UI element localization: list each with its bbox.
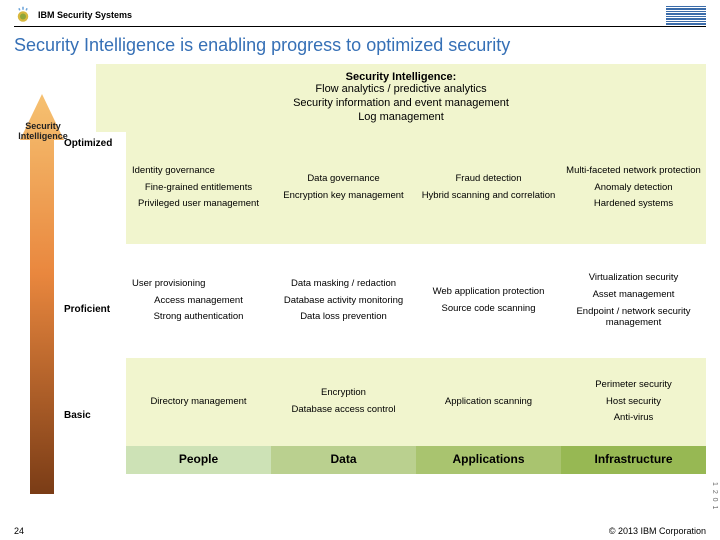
capability-item: Database activity monitoring <box>284 296 403 307</box>
capability-item: Virtualization security <box>589 273 679 284</box>
slide-footer: 24 © 2013 IBM Corporation <box>14 526 706 536</box>
column-header-data: Data <box>271 446 416 474</box>
banner-line: Log management <box>358 111 444 125</box>
capability-item: Hardened systems <box>594 199 673 210</box>
capability-item: Hybrid scanning and correlation <box>422 191 556 202</box>
capability-item: User provisioning <box>132 279 205 290</box>
banner-line: Flow analytics / predictive analytics <box>315 83 486 97</box>
capability-item: Anomaly detection <box>594 183 672 194</box>
main-content: Security Intelligence Security Intellige… <box>14 64 706 508</box>
maturity-label-proficient: Proficient <box>64 304 124 315</box>
capability-item: Encryption key management <box>283 191 403 202</box>
header-left: IBM Security Systems <box>14 6 132 24</box>
capability-item: Encryption <box>321 388 366 399</box>
cell-optimized-infrastructure: Multi-faceted network protection Anomaly… <box>561 132 706 244</box>
cell-basic-people: Directory management <box>126 358 271 446</box>
capability-item: Fine-grained entitlements <box>145 183 252 194</box>
capability-item: Data loss prevention <box>300 312 387 323</box>
cell-proficient-people: User provisioning Access management Stro… <box>126 244 271 358</box>
capability-item: Asset management <box>593 290 675 301</box>
capability-item: Data governance <box>307 174 379 185</box>
cell-proficient-data: Data masking / redaction Database activi… <box>271 244 416 358</box>
capability-item: Anti-virus <box>614 413 654 424</box>
column-header-applications: Applications <box>416 446 561 474</box>
maturity-label-basic: Basic <box>64 410 124 421</box>
page-number: 24 <box>14 526 24 536</box>
header-section-label: IBM Security Systems <box>38 10 132 20</box>
capability-item: Application scanning <box>445 397 532 408</box>
banner-line: Security information and event managemen… <box>293 97 509 111</box>
capability-item: Data masking / redaction <box>291 279 396 290</box>
cell-basic-applications: Application scanning <box>416 358 561 446</box>
capability-item: Host security <box>606 397 661 408</box>
security-emblem-icon <box>14 6 32 24</box>
cell-proficient-infrastructure: Virtualization security Asset management… <box>561 244 706 358</box>
slide-title: Security Intelligence is enabling progre… <box>0 31 720 64</box>
capability-item: Identity governance <box>132 166 215 177</box>
capability-item: Access management <box>154 296 243 307</box>
capability-item: Perimeter security <box>595 380 672 391</box>
capability-item: Web application protection <box>433 287 545 298</box>
capability-item: Privileged user management <box>138 199 259 210</box>
column-header-infrastructure: Infrastructure <box>561 446 706 474</box>
cell-basic-infrastructure: Perimeter security Host security Anti-vi… <box>561 358 706 446</box>
capability-matrix: Identity governance Fine-grained entitle… <box>126 132 706 474</box>
cell-basic-data: Encryption Database access control <box>271 358 416 446</box>
upward-arrow-icon <box>20 94 64 494</box>
capability-item: Fraud detection <box>455 174 521 185</box>
cell-proficient-applications: Web application protection Source code s… <box>416 244 561 358</box>
maturity-label-optimized: Optimized <box>64 138 124 149</box>
capability-item: Multi-faceted network protection <box>566 166 701 177</box>
capability-item: Endpoint / network security management <box>565 307 702 329</box>
slide-header: IBM Security Systems <box>0 0 720 26</box>
cell-optimized-people: Identity governance Fine-grained entitle… <box>126 132 271 244</box>
capability-item: Source code scanning <box>441 304 535 315</box>
column-header-people: People <box>126 446 271 474</box>
intelligence-banner: Security Intelligence: Flow analytics / … <box>96 64 706 132</box>
banner-title: Security Intelligence: <box>346 71 457 83</box>
copyright-text: © 2013 IBM Corporation <box>609 526 706 536</box>
capability-item: Strong authentication <box>154 312 244 323</box>
ibm-logo-icon <box>666 6 706 25</box>
maturity-arrow-column: Security Intelligence <box>14 64 96 504</box>
cell-optimized-data: Data governance Encryption key managemen… <box>271 132 416 244</box>
cell-optimized-applications: Fraud detection Hybrid scanning and corr… <box>416 132 561 244</box>
side-number: 1 2 0 1 <box>711 482 718 510</box>
header-divider <box>14 26 706 27</box>
capability-item: Directory management <box>150 397 246 408</box>
capability-item: Database access control <box>291 405 395 416</box>
